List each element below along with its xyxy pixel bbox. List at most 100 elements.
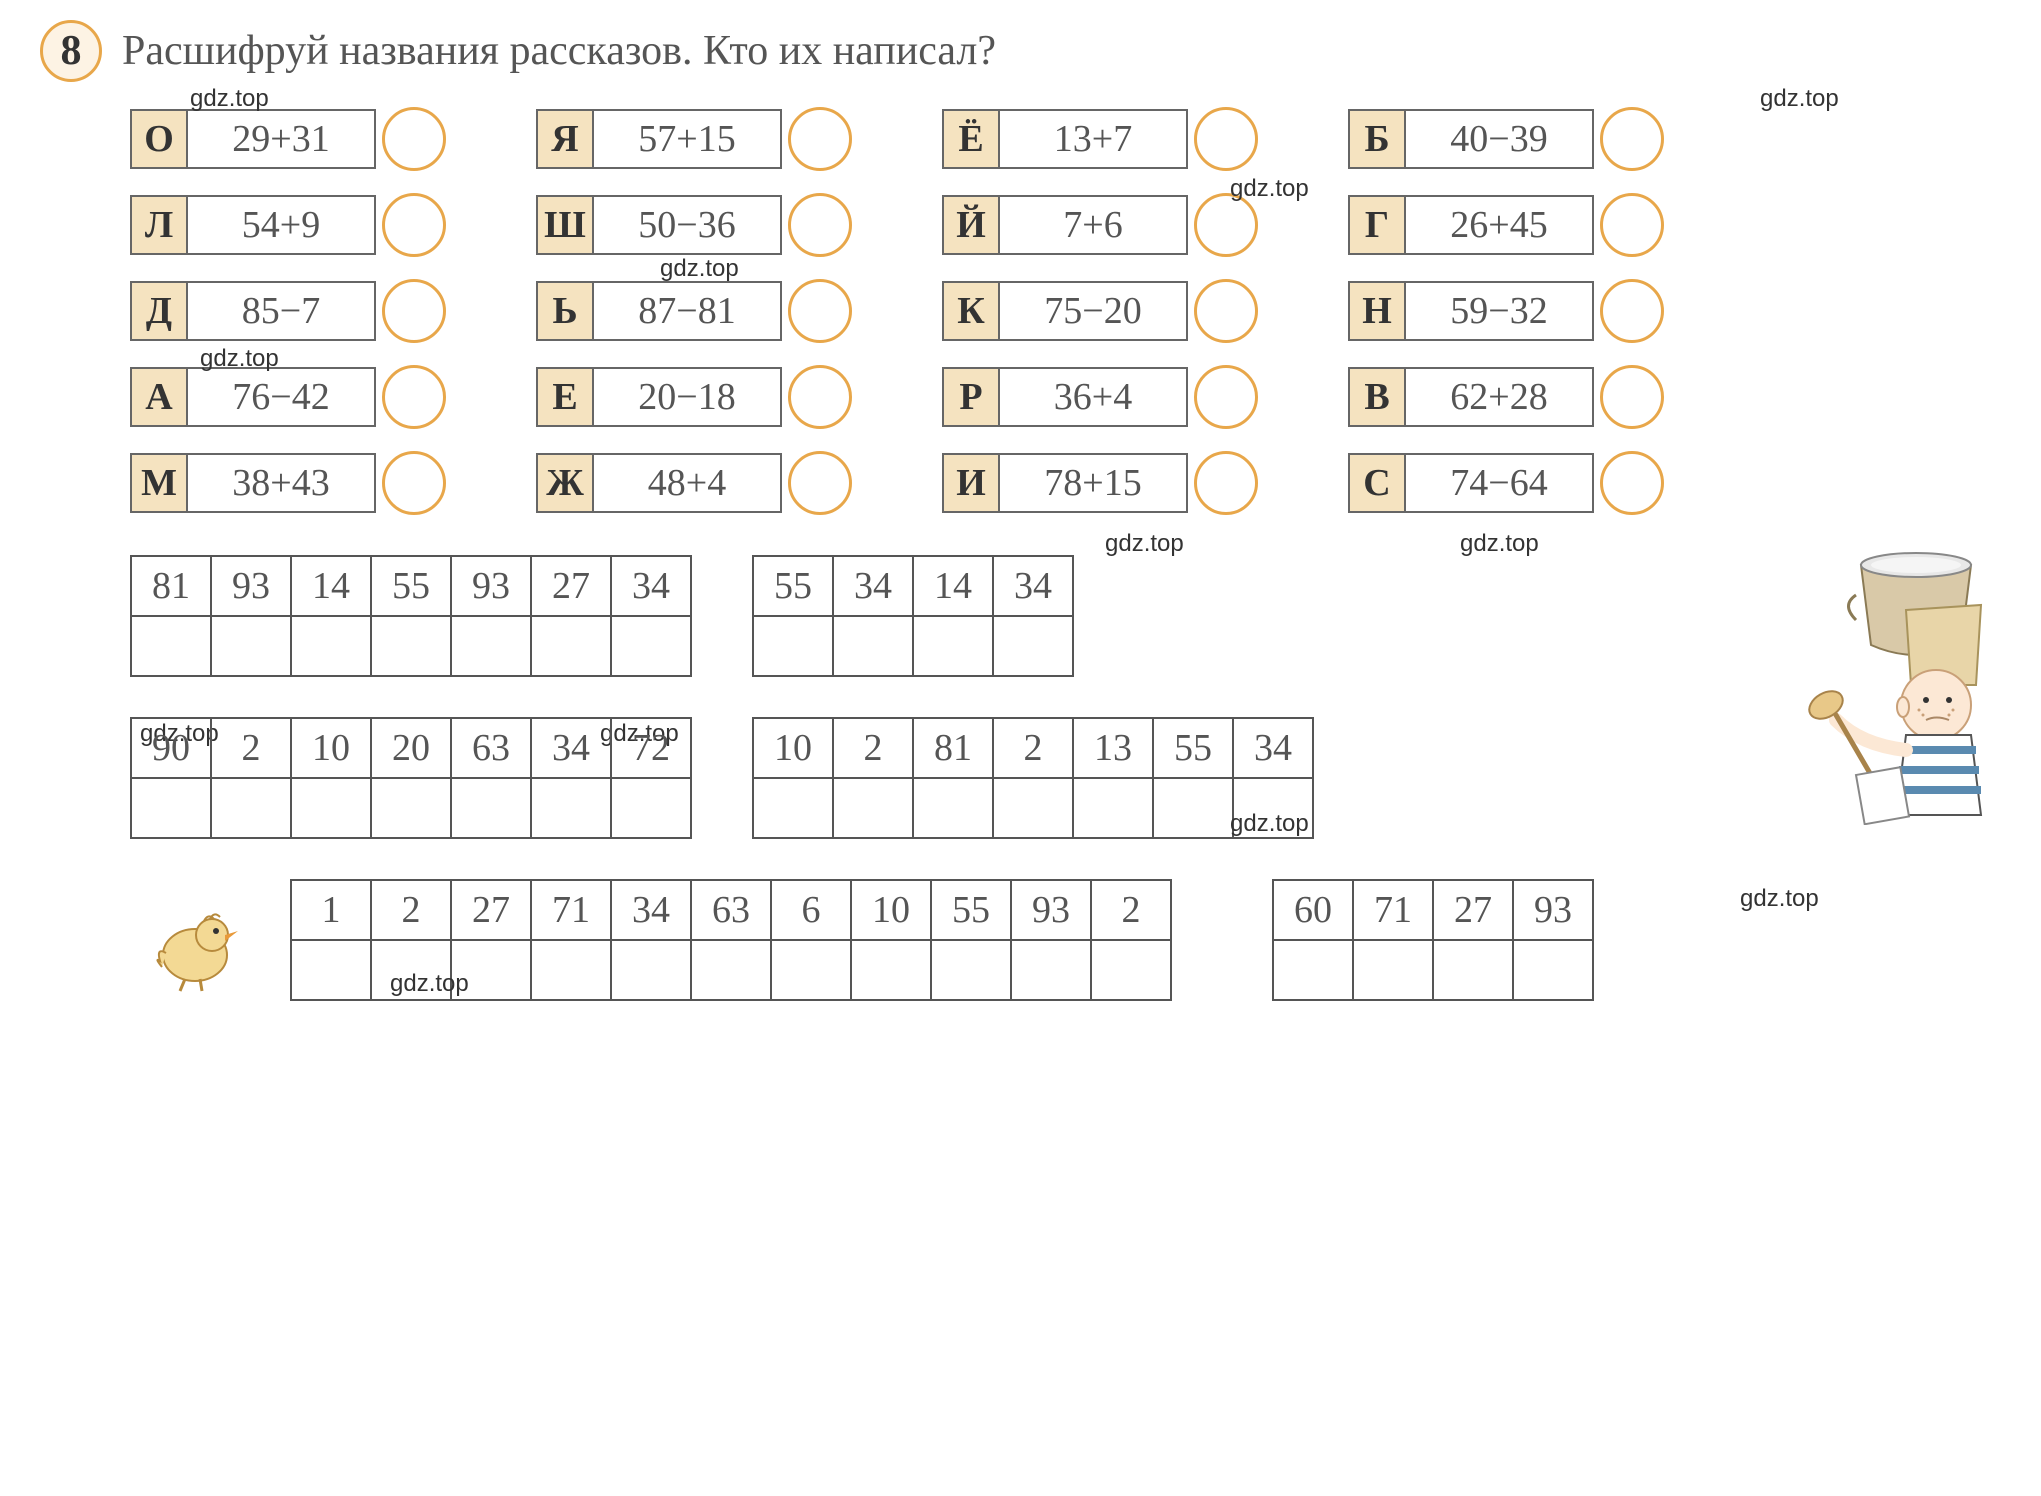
answer-circle[interactable]	[382, 451, 446, 515]
decode-cell: 63	[691, 880, 771, 940]
answer-cell[interactable]	[1153, 778, 1233, 838]
answer-cell[interactable]	[753, 778, 833, 838]
expression: 26+45	[1406, 195, 1594, 255]
decode-cell: 90	[131, 718, 211, 778]
answer-cell[interactable]	[131, 778, 211, 838]
answer-circle[interactable]	[788, 193, 852, 257]
decode-table: 55 34 14 34	[752, 555, 1074, 677]
answer-cell[interactable]	[753, 616, 833, 676]
answer-cell[interactable]	[833, 778, 913, 838]
decode-cell: 10	[291, 718, 371, 778]
answer-cell[interactable]	[611, 616, 691, 676]
decode-cell: 34	[833, 556, 913, 616]
answer-circle[interactable]	[1600, 279, 1664, 343]
answer-cell[interactable]	[611, 778, 691, 838]
expression: 29+31	[188, 109, 376, 169]
answer-cell[interactable]	[211, 616, 291, 676]
answer-circle[interactable]	[788, 279, 852, 343]
expression: 62+28	[1406, 367, 1594, 427]
expression: 38+43	[188, 453, 376, 513]
decode-table: 60 71 27 93	[1272, 879, 1594, 1001]
answer-cell[interactable]	[531, 778, 611, 838]
answer-cell[interactable]	[371, 616, 451, 676]
decode-table: 10 2 81 2 13 55 34	[752, 717, 1314, 839]
answer-circle[interactable]	[382, 193, 446, 257]
decode-cell: 72	[611, 718, 691, 778]
answer-cell[interactable]	[931, 940, 1011, 1000]
answer-circle[interactable]	[788, 365, 852, 429]
answer-cell[interactable]	[1073, 778, 1153, 838]
letter-label: А	[130, 367, 188, 427]
answer-cell[interactable]	[291, 616, 371, 676]
letter-row: А 76−42 Е 20−18 Р 36+4 В 62+28	[130, 365, 2001, 429]
decode-cell: 10	[753, 718, 833, 778]
answer-circle[interactable]	[788, 451, 852, 515]
answer-circle[interactable]	[382, 107, 446, 171]
decode-cell: 34	[531, 718, 611, 778]
answer-cell[interactable]	[993, 616, 1073, 676]
answer-cell[interactable]	[913, 616, 993, 676]
answer-circle[interactable]	[788, 107, 852, 171]
answer-cell[interactable]	[1011, 940, 1091, 1000]
letter-label: Г	[1348, 195, 1406, 255]
letter-item: Д 85−7	[130, 279, 446, 343]
answer-cell[interactable]	[371, 778, 451, 838]
letter-label: Ь	[536, 281, 594, 341]
answer-circle[interactable]	[1600, 365, 1664, 429]
decode-cell: 27	[451, 880, 531, 940]
decode-cell: 34	[993, 556, 1073, 616]
answer-cell[interactable]	[611, 940, 691, 1000]
letter-item: И 78+15	[942, 451, 1258, 515]
answer-cell[interactable]	[1513, 940, 1593, 1000]
answer-cell[interactable]	[771, 940, 851, 1000]
answer-circle[interactable]	[1194, 107, 1258, 171]
answer-cell[interactable]	[291, 940, 371, 1000]
answer-circle[interactable]	[1194, 451, 1258, 515]
answer-cell[interactable]	[1433, 940, 1513, 1000]
answer-circle[interactable]	[1600, 451, 1664, 515]
letter-item: А 76−42	[130, 365, 446, 429]
answer-cell[interactable]	[211, 778, 291, 838]
answer-circle[interactable]	[382, 279, 446, 343]
answer-circle[interactable]	[1600, 107, 1664, 171]
answer-circle[interactable]	[1600, 193, 1664, 257]
letter-item: С 74−64	[1348, 451, 1664, 515]
answer-cell[interactable]	[691, 940, 771, 1000]
answer-cell[interactable]	[993, 778, 1073, 838]
answer-cell[interactable]	[131, 616, 211, 676]
chicken-illustration	[130, 880, 260, 1000]
answer-cell[interactable]	[531, 616, 611, 676]
letter-row: Л 54+9 Ш 50−36 Й 7+6 Г 26+45	[130, 193, 2001, 257]
answer-cell[interactable]	[1273, 940, 1353, 1000]
answer-circle[interactable]	[1194, 193, 1258, 257]
decode-cell: 1	[291, 880, 371, 940]
answer-cell[interactable]	[913, 778, 993, 838]
answer-cell[interactable]	[833, 616, 913, 676]
letter-label: Б	[1348, 109, 1406, 169]
decode-cell: 27	[1433, 880, 1513, 940]
letter-label: Ж	[536, 453, 594, 513]
answer-cell[interactable]	[531, 940, 611, 1000]
answer-cell[interactable]	[371, 940, 451, 1000]
task-number-badge: 8	[40, 20, 102, 82]
letter-row: М 38+43 Ж 48+4 И 78+15 С 74−64	[130, 451, 2001, 515]
letter-item: Я 57+15	[536, 107, 852, 171]
expression: 74−64	[1406, 453, 1594, 513]
decode-cell: 2	[371, 880, 451, 940]
answer-circle[interactable]	[382, 365, 446, 429]
answer-cell[interactable]	[291, 778, 371, 838]
decode-section: 81 93 14 55 93 27 34 55 34 14 34	[40, 555, 2001, 1001]
decode-cell: 71	[531, 880, 611, 940]
decode-cell: 6	[771, 880, 851, 940]
answer-circle[interactable]	[1194, 279, 1258, 343]
answer-cell[interactable]	[451, 940, 531, 1000]
answer-circle[interactable]	[1194, 365, 1258, 429]
answer-cell[interactable]	[1233, 778, 1313, 838]
answer-cell[interactable]	[1091, 940, 1171, 1000]
answer-cell[interactable]	[451, 778, 531, 838]
answer-cell[interactable]	[451, 616, 531, 676]
letter-item: Н 59−32	[1348, 279, 1664, 343]
answer-cell[interactable]	[851, 940, 931, 1000]
decode-cell: 2	[1091, 880, 1171, 940]
answer-cell[interactable]	[1353, 940, 1433, 1000]
